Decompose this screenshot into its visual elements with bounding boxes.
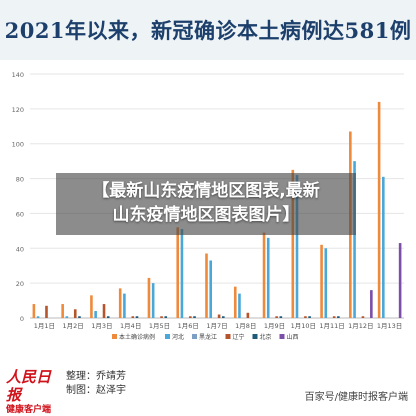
bar	[382, 176, 385, 318]
bar	[279, 316, 283, 318]
bar	[45, 305, 48, 318]
bar	[332, 316, 336, 318]
bar	[164, 316, 168, 318]
y-tick-label: 60	[16, 210, 24, 218]
y-tick-label: 20	[16, 280, 24, 288]
bar	[266, 237, 270, 318]
legend-label: 山西	[287, 333, 299, 341]
bar	[353, 161, 356, 318]
y-tick-label: 80	[16, 176, 24, 184]
bar	[151, 283, 155, 318]
bar	[94, 311, 97, 318]
y-tick-label: 40	[16, 245, 24, 253]
logo-main-text: 人民日报	[6, 368, 52, 404]
bar	[73, 309, 77, 318]
bar	[246, 312, 250, 318]
legend-swatch	[112, 334, 117, 339]
bar	[36, 316, 40, 318]
legend-label: 河北	[172, 333, 184, 341]
bar	[61, 304, 64, 318]
bar	[209, 260, 212, 318]
bar	[106, 316, 110, 318]
bar	[160, 316, 163, 318]
overlay-line-1: 【最新山东疫情地区图表,最新	[92, 181, 320, 201]
title-band: 2021年以来，新冠确诊本土病例达581例	[0, 0, 416, 60]
bar	[222, 316, 225, 318]
legend-swatch	[165, 334, 170, 339]
bar	[304, 316, 307, 318]
credits: 整理：乔靖芳 制图：赵泽宇	[66, 370, 126, 398]
bar	[398, 243, 402, 318]
bar	[65, 316, 69, 318]
source-label: 百家号/健康时报客户端	[304, 392, 408, 403]
bar	[180, 229, 184, 318]
bar	[238, 293, 241, 318]
x-tick-label: 1月11日	[319, 322, 344, 330]
bar	[131, 316, 135, 318]
legend-label: 黑龙江	[199, 333, 217, 341]
brand-logo: 人民日报 健康客户端	[6, 368, 58, 415]
x-tick-label: 1月6日	[178, 322, 199, 330]
logo-sub-text: 健康客户端	[6, 405, 52, 415]
bar	[205, 253, 208, 318]
y-tick-label: 0	[20, 315, 24, 323]
x-tick-label: 1月3日	[91, 322, 112, 330]
bar	[217, 314, 221, 318]
x-tick-label: 1月9日	[264, 322, 285, 330]
bar	[377, 101, 381, 318]
x-tick-label: 1月8日	[235, 322, 256, 330]
x-tick-label: 1月12日	[348, 322, 373, 330]
bar	[233, 286, 237, 318]
bar	[193, 316, 196, 318]
x-tick-label: 1月13日	[377, 322, 402, 330]
bar	[262, 232, 266, 318]
bar	[118, 288, 122, 318]
x-tick-label: 1月1日	[34, 322, 55, 330]
y-tick-label: 120	[12, 106, 24, 114]
bar	[295, 175, 299, 318]
x-tick-label: 1月4日	[120, 322, 141, 330]
bar	[176, 227, 180, 318]
bar	[135, 316, 139, 318]
legend-swatch	[225, 334, 231, 339]
bar	[90, 295, 93, 318]
headline: 2021年以来，新冠确诊本土病例达581例	[4, 18, 412, 43]
legend-swatch	[192, 334, 197, 339]
bar	[370, 290, 373, 318]
x-tick-label: 1月5日	[149, 322, 170, 330]
bar	[147, 277, 151, 318]
x-tick-label: 1月10日	[291, 322, 316, 330]
bar	[324, 248, 328, 318]
bar	[78, 316, 81, 318]
y-tick-label: 100	[12, 141, 24, 149]
bar	[123, 293, 126, 318]
bar	[291, 169, 295, 318]
watermark-overlay: 【最新山东疫情地区图表,最新 山东疫情地区图表图片】	[56, 173, 356, 235]
x-tick-label: 1月7日	[206, 322, 227, 330]
bar	[189, 316, 192, 318]
legend-label: 本土确诊病例	[119, 333, 155, 341]
credit-editor: 整理：乔靖芳	[66, 371, 126, 382]
bar	[275, 316, 278, 318]
bar	[32, 304, 36, 318]
credit-design: 制图：赵泽宇	[66, 385, 126, 396]
legend-swatch	[279, 334, 285, 339]
legend-swatch	[252, 334, 258, 339]
bar	[320, 244, 323, 318]
y-tick-label: 140	[12, 71, 24, 79]
bar	[361, 316, 365, 318]
legend-label: 北京	[260, 333, 272, 341]
bar	[337, 316, 340, 318]
overlay-line-2: 山东疫情地区图表图片】	[112, 205, 300, 225]
legend-label: 辽宁	[233, 333, 245, 341]
footer: 人民日报 健康客户端 整理：乔靖芳 制图：赵泽宇 百家号/健康时报客户端	[0, 358, 416, 415]
x-tick-label: 1月2日	[63, 322, 84, 330]
bar	[102, 304, 106, 318]
bar	[308, 316, 311, 318]
